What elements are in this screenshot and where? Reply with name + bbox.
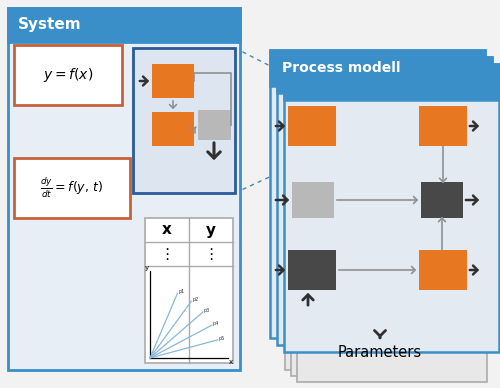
FancyBboxPatch shape	[284, 64, 499, 100]
FancyBboxPatch shape	[198, 110, 231, 140]
Text: p5: p5	[219, 336, 225, 341]
FancyBboxPatch shape	[133, 48, 235, 193]
Text: p2: p2	[192, 297, 198, 302]
FancyBboxPatch shape	[419, 250, 467, 290]
Text: $y = f(x)$: $y = f(x)$	[43, 66, 93, 84]
Text: ⋮: ⋮	[160, 246, 174, 262]
FancyBboxPatch shape	[270, 50, 485, 338]
FancyBboxPatch shape	[8, 8, 240, 370]
Text: p3: p3	[204, 308, 210, 313]
Text: ⋮: ⋮	[204, 246, 218, 262]
FancyBboxPatch shape	[419, 106, 467, 146]
FancyBboxPatch shape	[8, 8, 240, 42]
Text: y: y	[206, 222, 216, 237]
FancyBboxPatch shape	[14, 158, 130, 218]
FancyBboxPatch shape	[270, 50, 485, 86]
Text: x: x	[229, 359, 233, 365]
FancyBboxPatch shape	[277, 57, 492, 345]
FancyBboxPatch shape	[421, 182, 463, 218]
FancyBboxPatch shape	[145, 218, 233, 363]
Text: System: System	[18, 17, 82, 33]
FancyBboxPatch shape	[277, 57, 492, 93]
FancyBboxPatch shape	[285, 335, 475, 370]
FancyBboxPatch shape	[284, 64, 499, 352]
Text: x: x	[162, 222, 172, 237]
FancyBboxPatch shape	[291, 341, 481, 376]
FancyBboxPatch shape	[152, 64, 194, 98]
Text: Process modell: Process modell	[282, 61, 401, 75]
FancyBboxPatch shape	[288, 250, 336, 290]
Text: $\frac{dy}{dt} = f(y,\,t)$: $\frac{dy}{dt} = f(y,\,t)$	[40, 176, 104, 200]
Text: y: y	[145, 265, 149, 271]
FancyBboxPatch shape	[292, 182, 334, 218]
FancyBboxPatch shape	[152, 112, 194, 146]
FancyBboxPatch shape	[14, 45, 122, 105]
Text: Parameters: Parameters	[338, 345, 422, 360]
Text: p1: p1	[178, 289, 184, 294]
FancyBboxPatch shape	[297, 347, 487, 382]
Text: p4: p4	[213, 321, 219, 326]
FancyBboxPatch shape	[288, 106, 336, 146]
